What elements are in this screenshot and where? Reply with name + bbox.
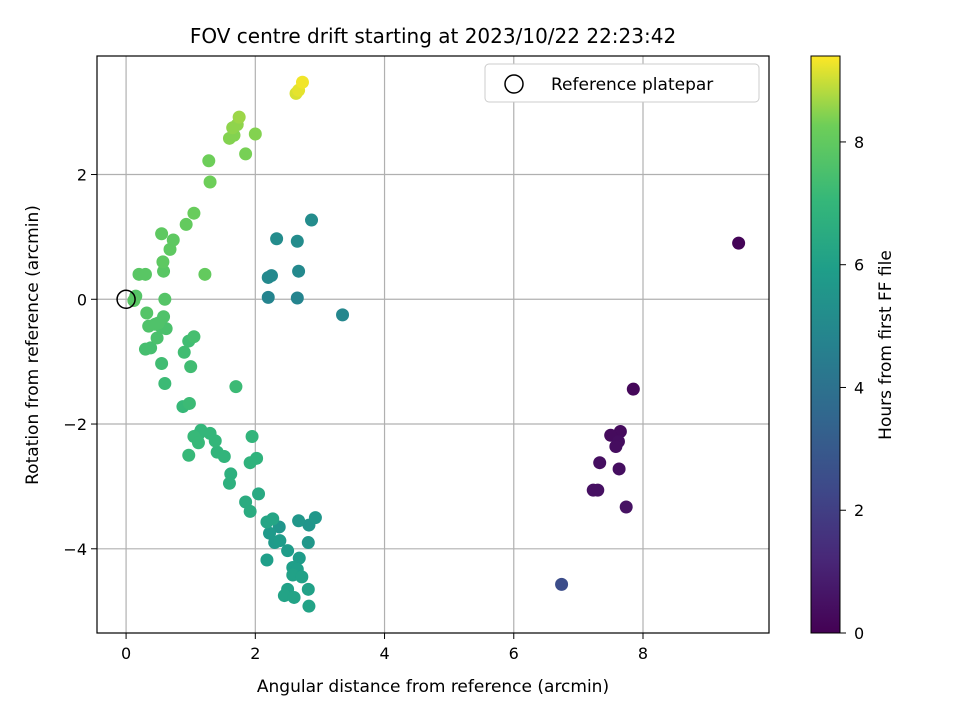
data-points [127,75,746,613]
data-point [252,487,266,501]
data-point [191,436,205,450]
data-point [250,451,264,465]
legend: Reference platepar [484,63,760,103]
legend-box [484,63,760,103]
colorbar-tick-label: 2 [854,501,864,520]
data-point [157,264,171,278]
data-point [198,267,212,281]
data-point [290,234,304,248]
data-point [301,536,315,550]
data-point [302,599,316,613]
data-point [144,341,158,355]
x-tick-label: 6 [509,644,519,663]
data-point [166,233,180,247]
colorbar-tick-label: 4 [854,378,864,397]
data-point [305,213,319,227]
data-point [273,534,287,548]
data-point [187,206,201,220]
data-point [277,589,291,603]
data-point [155,357,169,371]
data-point [295,570,309,584]
reference-marker [116,289,136,310]
data-point [202,154,216,168]
data-point [287,590,301,604]
data-point [626,382,640,396]
data-point [243,504,257,518]
data-point [266,512,280,526]
data-point [138,267,152,281]
data-point [264,269,278,283]
data-point [593,456,607,470]
data-point [177,345,191,359]
data-point [140,306,154,320]
legend-reference-marker [504,74,524,94]
x-tick-label: 4 [379,644,389,663]
reference-platepar-marker [116,289,136,310]
data-point [187,330,201,344]
data-point [301,582,315,596]
y-tick-label: −2 [63,415,87,434]
data-point [619,500,633,514]
data-point [158,376,172,390]
colorbar-label: Hours from first FF file [876,250,896,440]
data-point [270,232,284,246]
y-axis-label: Rotation from reference (arcmin) [23,205,43,485]
data-point [290,291,304,305]
data-point [292,514,306,528]
y-axis-ticks: −4 −2 0 2 [63,166,97,559]
chart-title: FOV centre drift starting at 2023/10/22 … [190,24,676,48]
colorbar-tick-label: 6 [854,256,864,275]
data-point [222,476,236,490]
data-point [158,292,172,306]
y-tick-label: −4 [63,540,87,559]
grid [97,56,769,633]
data-point [260,553,274,567]
x-tick-label: 0 [121,644,131,663]
x-tick-label: 8 [638,644,648,663]
y-tick-label: 2 [77,166,87,185]
data-point [295,75,309,89]
data-point [210,445,224,459]
colorbar-ticks: 0 2 4 6 8 [840,133,864,643]
data-point [555,577,569,591]
y-tick-label: 0 [77,290,87,309]
colorbar [810,55,841,634]
legend-label: Reference platepar [551,75,713,95]
data-point [182,448,196,462]
data-point [591,483,605,497]
data-point [182,396,196,410]
data-point [245,430,259,444]
plot-frame [96,55,770,634]
data-point [308,511,322,525]
data-point [203,175,217,189]
data-point [292,551,306,565]
data-point [155,227,169,241]
colorbar-tick-label: 8 [854,133,864,152]
data-point [157,310,171,324]
data-point [232,110,246,124]
data-point [612,462,626,476]
data-point [127,294,141,308]
data-point [229,380,243,394]
data-point [239,147,253,161]
data-point [248,127,262,141]
data-point [292,264,306,278]
data-point [179,217,193,231]
data-point [184,360,198,374]
x-axis-ticks: 0 2 4 6 8 [121,633,648,663]
data-point [150,331,164,345]
colorbar-tick-label: 0 [854,624,864,643]
data-point [609,439,623,453]
data-point [732,236,746,250]
x-tick-label: 2 [250,644,260,663]
data-point [261,290,275,304]
data-point [336,308,350,322]
data-point [281,544,295,558]
data-point [156,255,170,269]
x-axis-label: Angular distance from reference (arcmin) [257,677,609,697]
